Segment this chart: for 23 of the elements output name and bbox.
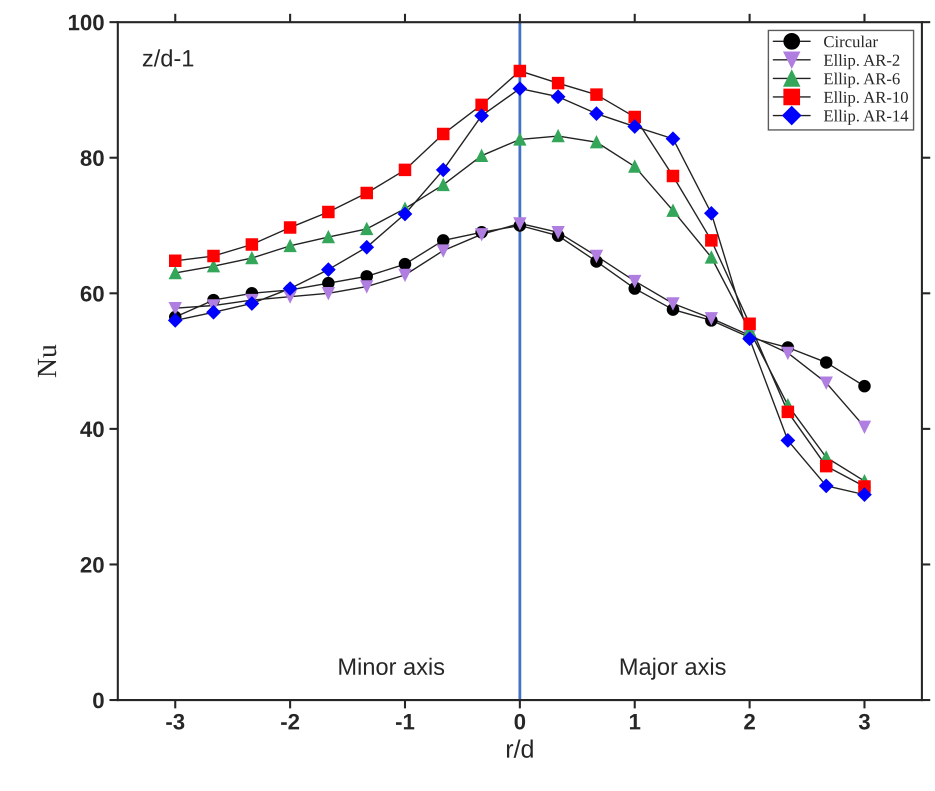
x-axis-title: r/d bbox=[506, 740, 533, 758]
y-tick-label: 20 bbox=[80, 556, 104, 573]
legend-label: Ellip. AR-6 bbox=[824, 72, 900, 88]
legend-label: Ellip. AR-2 bbox=[824, 54, 900, 70]
x-tick-label: 0 bbox=[514, 714, 526, 730]
y-tick-label: 40 bbox=[80, 421, 104, 438]
x-tick-label: 1 bbox=[630, 714, 640, 730]
x-tick-label: -1 bbox=[396, 714, 414, 730]
x-tick-label: 2 bbox=[744, 714, 755, 730]
y-axis-title: Nu bbox=[38, 344, 56, 378]
annotation: Major axis bbox=[620, 658, 726, 680]
x-tick-label: -3 bbox=[166, 714, 184, 730]
y-tick-label: 60 bbox=[80, 286, 104, 302]
y-tick-label: 0 bbox=[93, 692, 104, 708]
y-tick-label: 80 bbox=[80, 150, 104, 166]
legend-label: Ellip. AR-10 bbox=[824, 91, 908, 106]
y-tick-label: 100 bbox=[68, 14, 104, 30]
legend-label: Circular bbox=[824, 36, 878, 48]
annotation: Minor axis bbox=[339, 658, 444, 676]
x-tick-label: 3 bbox=[858, 714, 870, 730]
legend-label: Ellip. AR-14 bbox=[824, 110, 908, 125]
x-tick-label: -2 bbox=[281, 714, 300, 730]
annotation: z/d-1 bbox=[142, 49, 194, 67]
